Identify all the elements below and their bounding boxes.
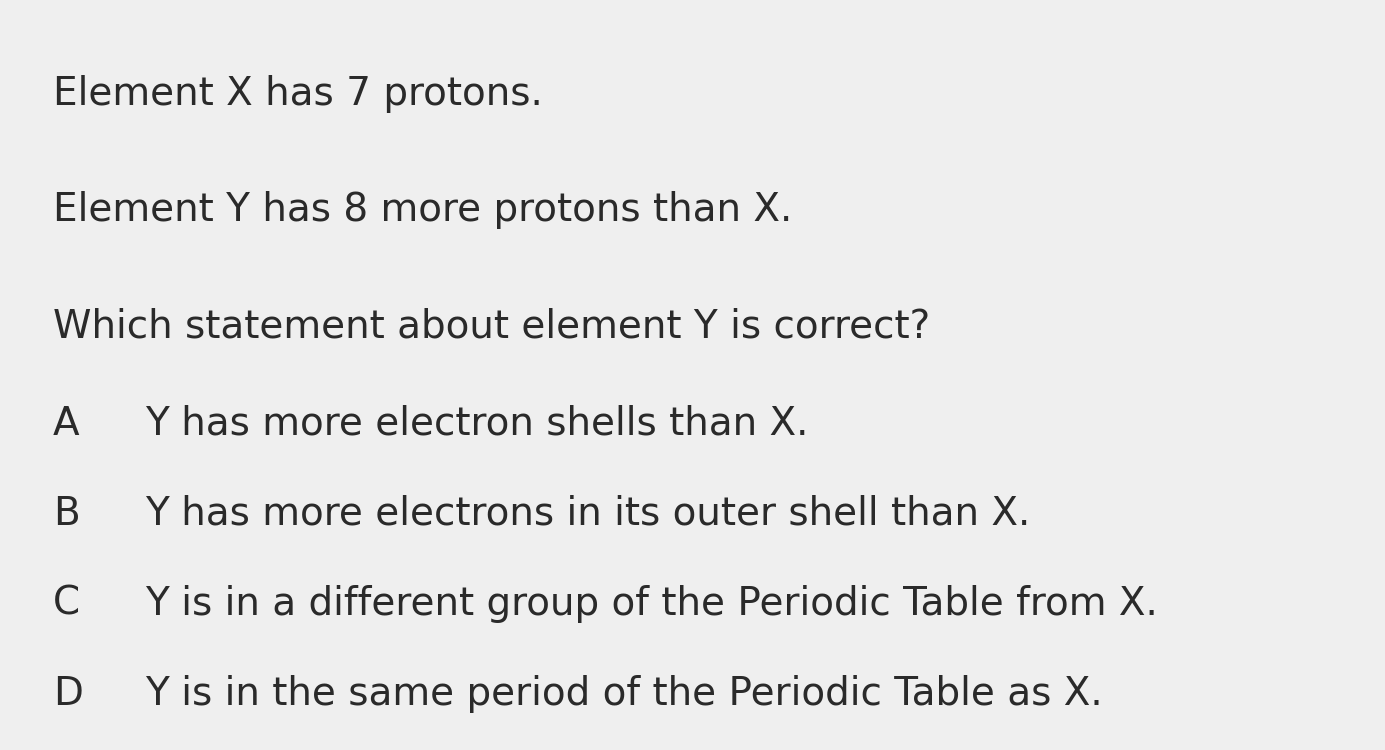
Text: Element X has 7 protons.: Element X has 7 protons. <box>53 75 543 112</box>
Text: Y has more electrons in its outer shell than X.: Y has more electrons in its outer shell … <box>145 495 1030 532</box>
Text: Element Y has 8 more protons than X.: Element Y has 8 more protons than X. <box>53 191 792 229</box>
Text: C: C <box>53 585 80 622</box>
Text: Which statement about element Y is correct?: Which statement about element Y is corre… <box>53 308 929 345</box>
Text: Y is in the same period of the Periodic Table as X.: Y is in the same period of the Periodic … <box>145 675 1104 712</box>
Text: D: D <box>53 675 83 712</box>
Text: A: A <box>53 405 79 442</box>
Text: B: B <box>53 495 79 532</box>
Text: Y is in a different group of the Periodic Table from X.: Y is in a different group of the Periodi… <box>145 585 1158 622</box>
Text: Y has more electron shells than X.: Y has more electron shells than X. <box>145 405 809 442</box>
